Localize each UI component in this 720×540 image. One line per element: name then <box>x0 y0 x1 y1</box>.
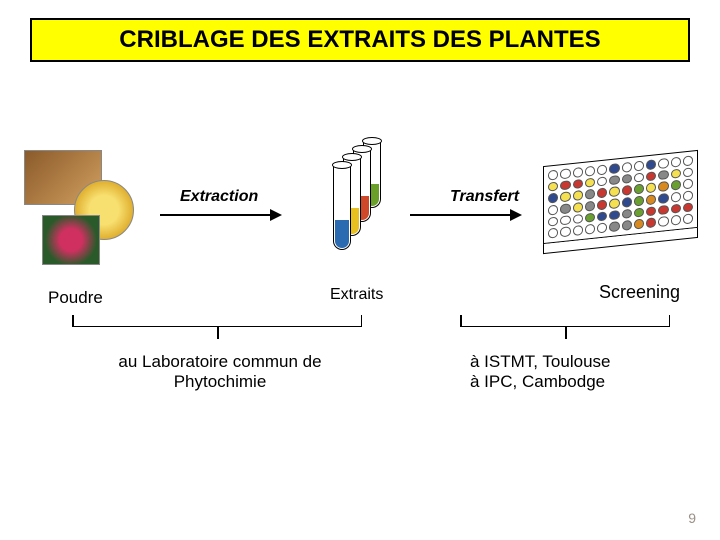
screening-label: Screening <box>599 282 680 303</box>
poudre-label: Poudre <box>48 288 103 308</box>
location-right-line1: à ISTMT, Toulouse <box>470 352 610 372</box>
extraits-label: Extraits <box>330 286 383 304</box>
location-left-line2: Phytochimie <box>80 372 360 392</box>
location-right-line2: à IPC, Cambodge <box>470 372 610 392</box>
microplate <box>543 150 698 244</box>
arrow-transfert <box>410 214 520 216</box>
location-right: à ISTMT, Toulouse à IPC, Cambodge <box>470 352 610 392</box>
transfert-label: Transfert <box>450 188 519 206</box>
test-tubes <box>325 140 395 250</box>
bracket-left <box>72 326 362 327</box>
extraction-label: Extraction <box>180 188 258 206</box>
page-number: 9 <box>688 510 696 526</box>
location-left: au Laboratoire commun de Phytochimie <box>80 352 360 392</box>
title-text: CRIBLAGE DES EXTRAITS DES PLANTES <box>119 26 600 54</box>
bracket-right <box>460 326 670 327</box>
title-banner: CRIBLAGE DES EXTRAITS DES PLANTES <box>30 18 690 62</box>
plant-flower-image <box>42 215 100 265</box>
plant-images <box>24 150 154 265</box>
arrow-extraction <box>160 214 280 216</box>
location-left-line1: au Laboratoire commun de <box>80 352 360 372</box>
